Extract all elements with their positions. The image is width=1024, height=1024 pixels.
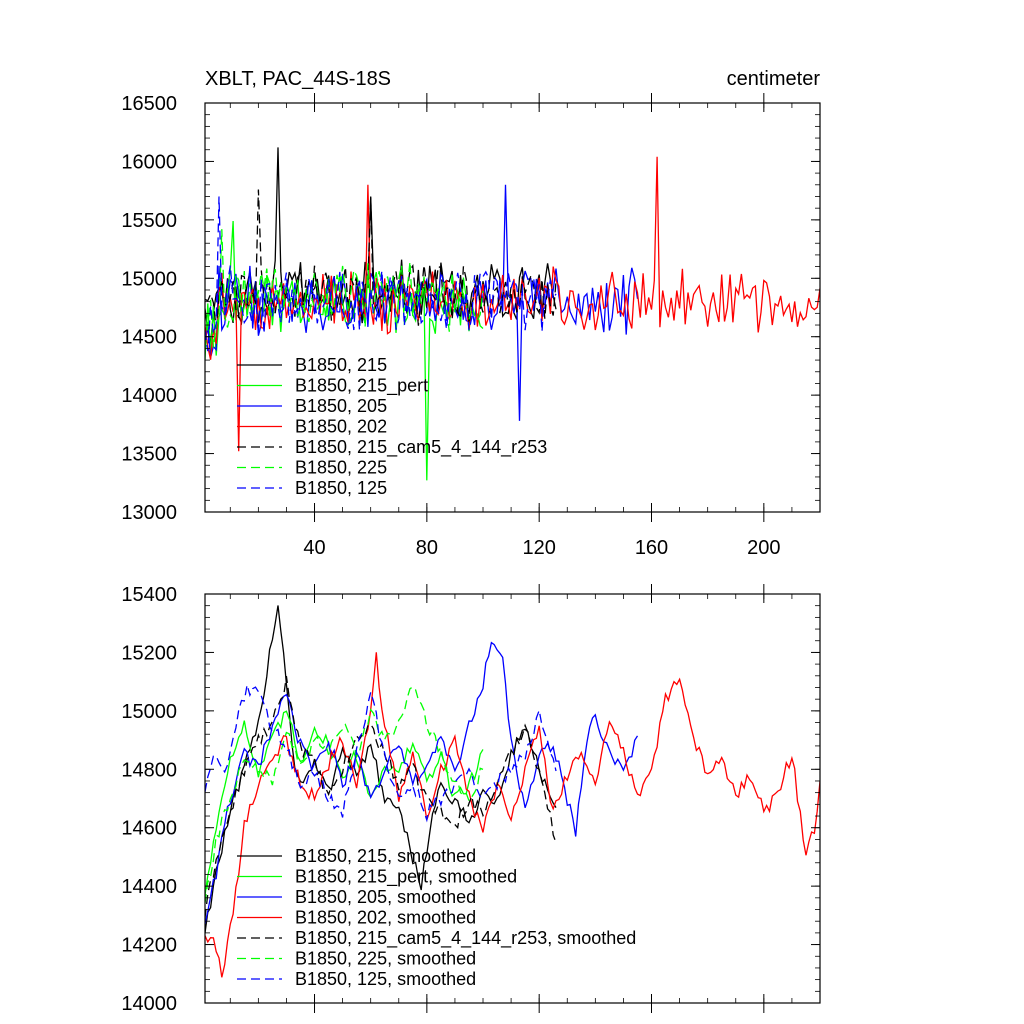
legend-label: B1850, 202 (295, 417, 387, 437)
series-line-7 (205, 196, 557, 352)
legend-label: B1850, 125 (295, 478, 387, 498)
y-tick-label: 14200 (121, 935, 177, 957)
y-tick-label: 16500 (121, 93, 177, 115)
plot-frame (204, 102, 821, 513)
series-line-5 (205, 676, 557, 918)
y-tick-label: 15500 (121, 210, 177, 232)
series-line-4 (205, 156, 820, 452)
plot-title-left: XBLT, PAC_44S-18S (205, 68, 392, 90)
y-tick-label: 15400 (121, 584, 177, 606)
series-line-6 (205, 229, 484, 348)
legend-label: B1850, 215 (295, 355, 387, 375)
legend-label: B1850, 215_cam5_4_144_r253 (295, 437, 547, 458)
legend-label: B1850, 225 (295, 458, 387, 478)
y-tick-label: 14800 (121, 759, 177, 781)
legend-label: B1850, 215, smoothed (295, 846, 476, 866)
y-tick-label: 14000 (121, 385, 177, 407)
y-tick-label: 13500 (121, 444, 177, 466)
legend-label: B1850, 215_pert, smoothed (295, 867, 517, 888)
y-tick-label: 14600 (121, 818, 177, 840)
legend-label: B1850, 205, smoothed (295, 887, 476, 907)
x-tick-label: 80 (416, 537, 438, 559)
bottom-panel: 14000 14200 14400 14600 14800 15000 15200 15400… (121, 584, 821, 1015)
x-tick-label: 40 (303, 537, 325, 559)
legend-label: B1850, 125, smoothed (295, 969, 476, 989)
series-line-3 (205, 641, 639, 925)
y-tick-label: 14500 (121, 327, 177, 349)
legend-label: B1850, 215_cam5_4_144_r253, smoothed (295, 928, 636, 949)
series-line-4 (205, 652, 820, 978)
series-line-7 (205, 684, 557, 823)
y-tick-label: 14400 (121, 876, 177, 898)
legend-label: B1850, 215_pert (295, 376, 428, 397)
series-line-5 (205, 189, 557, 329)
legend-label: B1850, 205 (295, 396, 387, 416)
y-tick-label: 15000 (121, 701, 177, 723)
y-tick-label: 15200 (121, 642, 177, 664)
y-tick-label: 16000 (121, 151, 177, 173)
x-tick-label: 160 (635, 537, 668, 559)
x-tick-label: 120 (522, 537, 555, 559)
plot-units-label: centimeter (726, 68, 820, 90)
plot-frame (204, 593, 821, 1004)
legend-label: B1850, 225, smoothed (295, 949, 476, 969)
top-panel: 13000 13500 14000 14500 15000 15500 16000 16500… (121, 93, 821, 559)
y-tick-label: 13000 (121, 502, 177, 524)
x-tick-label: 200 (747, 537, 780, 559)
y-tick-label: 14000 (121, 993, 177, 1015)
y-tick-label: 15000 (121, 268, 177, 290)
legend-label: B1850, 202, smoothed (295, 908, 476, 928)
